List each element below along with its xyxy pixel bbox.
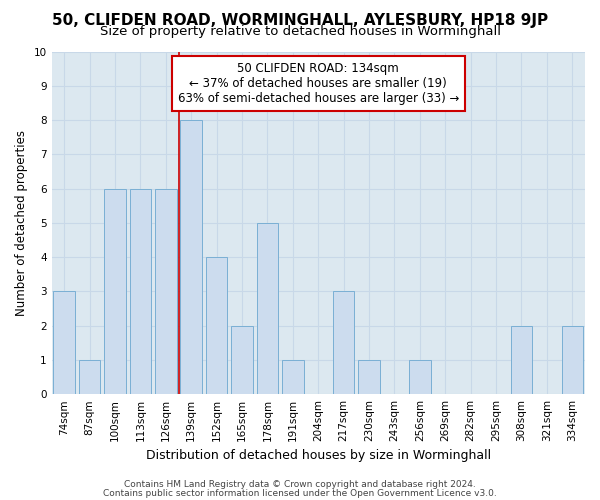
Bar [104,188,126,394]
Text: Contains HM Land Registry data © Crown copyright and database right 2024.: Contains HM Land Registry data © Crown c… [124,480,476,489]
Bar [79,360,100,394]
Bar [231,326,253,394]
Bar [511,326,532,394]
Bar [130,188,151,394]
X-axis label: Distribution of detached houses by size in Worminghall: Distribution of detached houses by size … [146,450,491,462]
Bar [282,360,304,394]
Text: Contains public sector information licensed under the Open Government Licence v3: Contains public sector information licen… [103,489,497,498]
Text: 50, CLIFDEN ROAD, WORMINGHALL, AYLESBURY, HP18 9JP: 50, CLIFDEN ROAD, WORMINGHALL, AYLESBURY… [52,12,548,28]
Bar [181,120,202,394]
Bar [358,360,380,394]
Bar [562,326,583,394]
Text: 50 CLIFDEN ROAD: 134sqm
← 37% of detached houses are smaller (19)
63% of semi-de: 50 CLIFDEN ROAD: 134sqm ← 37% of detache… [178,62,459,105]
Bar [155,188,176,394]
Y-axis label: Number of detached properties: Number of detached properties [15,130,28,316]
Bar [257,223,278,394]
Text: Size of property relative to detached houses in Worminghall: Size of property relative to detached ho… [100,25,500,38]
Bar [53,292,75,394]
Bar [206,257,227,394]
Bar [333,292,355,394]
Bar [409,360,431,394]
